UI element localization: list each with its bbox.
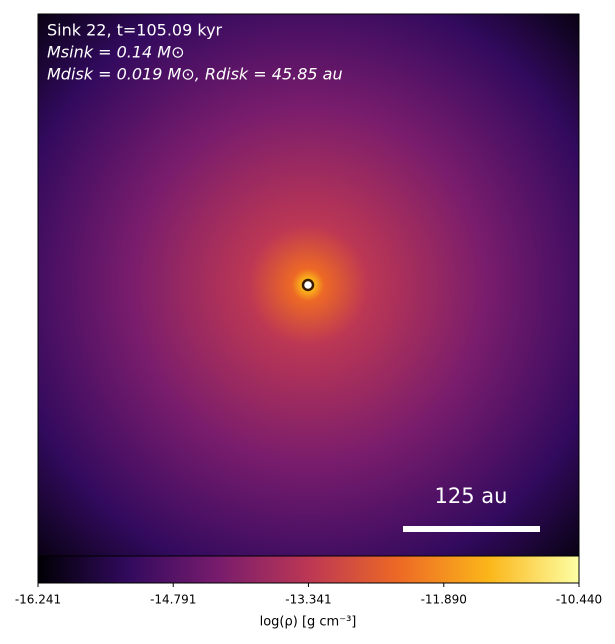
sink-marker bbox=[301, 278, 315, 292]
colorbar-tick-label: -11.890 bbox=[421, 593, 467, 607]
annotation: Sink 22, t=105.09 kyr bbox=[47, 21, 223, 40]
scale-bar bbox=[403, 526, 540, 532]
colorbar-tick-label: -10.440 bbox=[556, 593, 602, 607]
colorbar bbox=[37, 555, 580, 584]
annotation: Msink = 0.14 M⊙ bbox=[47, 43, 185, 62]
colorbar-tick-label: -14.791 bbox=[150, 593, 196, 607]
colorbar-tick-label: -13.341 bbox=[285, 593, 331, 607]
annotation: Mdisk = 0.019 M⊙, Rdisk = 45.85 au bbox=[47, 65, 343, 84]
scale-bar-label: 125 au bbox=[435, 484, 508, 508]
colorbar-label: log(ρ) [g cm⁻³] bbox=[260, 615, 357, 630]
colorbar-tick-label: -16.241 bbox=[15, 593, 61, 607]
